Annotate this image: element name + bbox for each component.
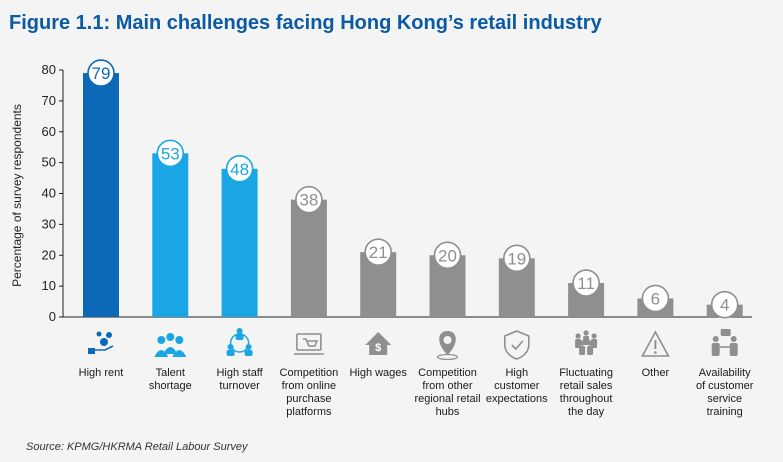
bar [221,168,258,317]
category-label-line: High [505,367,529,379]
data-label: 4 [720,296,729,315]
category-label-line: Competition [279,367,339,379]
data-label: 79 [92,64,111,83]
data-label: 11 [577,274,595,293]
value-badge [641,284,670,313]
category-label-line: turnover [219,380,260,392]
y-tick-label: 40 [42,186,56,201]
value-badge [710,290,739,319]
figure-title: Figure 1.1: Main challenges facing Hong … [9,12,602,34]
data-label: 20 [438,246,457,265]
category-label-line: purchase [286,393,332,405]
category-label-line: Availability [698,367,751,379]
warning-icon [641,330,670,357]
chart-bars: 79 53 48 38 21 20 19 11 6 4 [83,59,743,319]
money-hand-icon [88,331,114,354]
category-label-line: training [706,406,743,418]
value-badge [295,185,323,214]
bar [152,153,189,317]
y-tick-label: 70 [42,93,56,108]
category-label: High customer expectations [479,367,555,406]
category-label-line: hubs [435,406,460,418]
bar [83,73,119,318]
category-label: Talent shortage [132,367,208,393]
people-group-icon [154,333,187,357]
value-badge [156,139,185,168]
category-label-line: Fluctuating [559,367,613,379]
data-label: 6 [651,289,660,308]
value-badge [225,155,254,183]
category-label-line: High wages [349,367,407,379]
handshake-chat-icon [711,329,738,356]
y-tick-label: 50 [42,155,56,170]
category-label: Availability of customer service training [687,367,763,419]
category-label-line: shortage [148,380,192,392]
category-label: High staff turnover [202,367,278,393]
category-label: Competition from other regional retail hubs [410,367,486,419]
location-pin-icon [436,331,459,361]
category-label-line: High staff [216,367,263,379]
crowd-icon [575,330,598,355]
category-label-line: of customer [695,380,754,392]
data-label: 38 [299,191,318,210]
category-label-line: platforms [286,406,332,418]
staff-turnover-icon [226,328,253,356]
chart-axes: 0 10 20 30 40 50 60 70 80 Percentage of survey re… [10,62,752,324]
category-label-line: customer [494,380,540,392]
category-label-line: High rent [78,367,124,379]
category-label: High wages [340,367,416,380]
value-badge [433,241,462,270]
value-badge [364,238,393,266]
category-label-line: the day [568,406,605,418]
category-label-line: from other [422,380,473,392]
data-label: 53 [161,144,180,163]
category-icons: $ [88,328,738,361]
category-label-line: Other [641,367,670,379]
category-label-line: expectations [485,393,548,405]
online-cart-icon [293,333,324,355]
category-label: High rent [63,367,139,380]
bar [290,199,327,317]
wages-house-icon: $ [365,332,392,355]
y-axis-title: Percentage of survey respondents [10,104,24,287]
y-tick-label: 20 [42,247,56,262]
data-label: 19 [507,249,526,268]
data-label: 21 [369,243,388,262]
y-tick-label: 80 [42,62,56,77]
category-label-line: regional retail [414,393,481,405]
category-label: Competition from online purchase platforms [271,367,347,419]
category-label: Other [617,367,693,380]
y-tick-label: 60 [42,124,56,139]
category-label: Fluctuating retail sales throughout the day [548,367,624,419]
svg-text:$: $ [375,342,381,354]
category-label-line: service [707,393,743,405]
y-tick-label: 0 [49,309,56,324]
y-tick-label: 30 [42,216,56,231]
value-badge [87,59,115,87]
category-label-line: Competition [418,367,477,379]
data-label: 48 [230,160,249,179]
category-label-line: retail sales [559,380,613,392]
category-label-line: throughout [559,393,613,405]
value-badge [572,269,600,297]
category-label-line: from online [281,380,337,392]
y-tick-label: 10 [42,278,56,293]
category-label-line: Talent [155,367,185,379]
shield-check-icon [503,330,530,360]
source-note: Source: KPMG/HKRMA Retail Labour Survey [26,441,248,453]
value-badge [502,244,531,273]
